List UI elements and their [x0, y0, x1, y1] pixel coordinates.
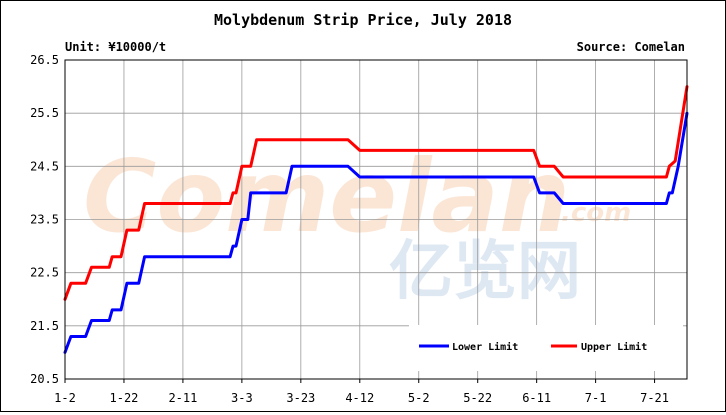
watermark-brand: Comelan	[83, 138, 570, 255]
series-line-upper-limit	[63, 85, 689, 301]
y-tick-label: 26.5	[30, 53, 59, 67]
x-tick-label: 3-23	[286, 391, 315, 405]
legend-background	[409, 325, 683, 371]
x-tick-label: 7-21	[640, 391, 669, 405]
unit-label: Unit: ¥10000/t	[65, 40, 166, 54]
x-tick-label: 5-22	[463, 391, 492, 405]
x-tick-label: 4-12	[345, 391, 374, 405]
chart-title: Molybdenum Strip Price, July 2018	[214, 11, 512, 29]
x-tick-label: 5-2	[408, 391, 430, 405]
y-tick-label: 22.5	[30, 266, 59, 280]
x-tick-label: 2-11	[168, 391, 197, 405]
y-tick-label: 23.5	[30, 213, 59, 227]
x-tick-label: 7-1	[585, 391, 607, 405]
x-tick-label: 6-11	[522, 391, 551, 405]
x-tick-label: 1-2	[54, 391, 76, 405]
y-tick-label: 21.5	[30, 319, 59, 333]
legend: Lower Limit Upper Limit	[419, 341, 647, 353]
watermark: Comelan .com 亿览网	[83, 138, 631, 309]
series-layer	[63, 85, 689, 354]
y-axis-ticks: 20.5 21.5 22.5 23.5 24.5 25.5 26.5	[30, 53, 59, 386]
y-tick-label: 25.5	[30, 106, 59, 120]
plot-area-border	[64, 59, 688, 380]
y-tick-label: 24.5	[30, 159, 59, 173]
legend-label-lower-limit: Lower Limit	[452, 341, 518, 353]
x-tick-label: 3-3	[231, 391, 253, 405]
source-label: Source: Comelan	[577, 40, 685, 54]
watermark-chinese: 亿览网	[389, 235, 581, 309]
y-tick-label: 20.5	[30, 372, 59, 386]
x-axis-ticks: 1-2 1-22 2-11 3-3 3-23 4-12 5-2 5-22 6-11 7-1 7-21	[54, 379, 669, 405]
x-tick-label: 1-22	[110, 391, 139, 405]
series-line-lower-limit	[63, 111, 689, 354]
legend-label-upper-limit: Upper Limit	[581, 341, 647, 353]
